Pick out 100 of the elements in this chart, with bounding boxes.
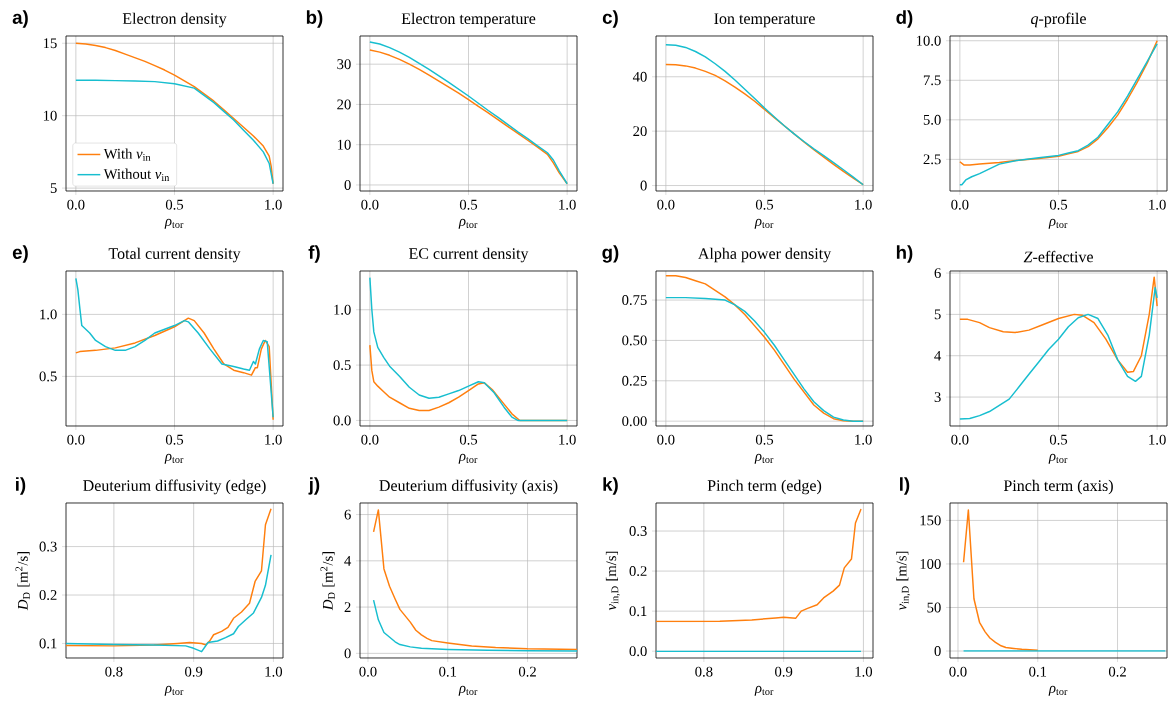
- x-tick-label: 0.0: [657, 434, 675, 445]
- y-tick-label: 50: [927, 602, 941, 613]
- y-tick-label: 5: [50, 183, 57, 193]
- y-axis-title: D$_{D}$ [m$^{2}$/s]: [15, 552, 30, 611]
- line-series: [75, 277, 274, 419]
- y-tick-label: 15: [43, 38, 57, 49]
- chart-title: Deuterium diffusivity (axis): [379, 479, 558, 495]
- text: c): [602, 10, 618, 28]
- x-tick-label: 0.9: [185, 666, 203, 677]
- y-tick-label: 0.00: [622, 416, 647, 427]
- y-tick-label: 20: [633, 126, 647, 137]
- x-axis-title: ρ$_{tor}$: [754, 685, 774, 696]
- x-tick-label: 1.0: [1149, 434, 1166, 445]
- y-tick-label: 150: [920, 515, 941, 526]
- x-axis-title: ρ$_{tor}$: [1048, 218, 1068, 229]
- x-tick-label: 0.0: [359, 666, 377, 677]
- x-tick-label: 0.0: [951, 434, 969, 445]
- x-tick-label: 0.0: [949, 666, 967, 677]
- chart-title: Total current density: [108, 247, 241, 263]
- line-series: [75, 79, 274, 185]
- y-tick-label: 10: [337, 139, 351, 150]
- x-tick-label: 1.0: [265, 199, 282, 210]
- y-tick-label: 6: [934, 268, 941, 278]
- x-tick-label: 0.8: [695, 666, 713, 677]
- chart-title: Deuterium diffusivity (edge): [83, 479, 266, 495]
- y-tick-label: 0.5: [333, 360, 351, 371]
- text: a): [12, 10, 28, 28]
- x-axis-title: ρ$_{tor}$: [164, 453, 184, 464]
- chart-title: Electron temperature: [401, 12, 536, 28]
- y-tick-label: 0.2: [39, 590, 57, 601]
- x-tick-label: 0.0: [951, 199, 969, 210]
- x-tick-label: 0.0: [361, 199, 379, 210]
- x-tick-label: 0.1: [1029, 666, 1047, 677]
- x-tick-label: 1.0: [855, 199, 872, 210]
- y-tick-label: 0: [640, 180, 647, 191]
- y-tick-label: 40: [632, 71, 647, 82]
- text: k): [603, 477, 618, 495]
- text: h): [896, 245, 913, 263]
- y-tick-label: 0.3: [629, 526, 647, 537]
- text: d): [896, 10, 913, 28]
- x-tick-label: 0.2: [518, 666, 536, 677]
- line-series: [962, 509, 1039, 651]
- x-axis-title: ρ$_{tor}$: [754, 218, 774, 229]
- y-axis-title: D$_{D}$ [m$^{2}$/s]: [320, 552, 335, 611]
- y-axis-title: v$_{in,D}$ [m/s]: [605, 551, 620, 611]
- y-tick-label: 100: [920, 559, 941, 569]
- x-tick-label: 0.5: [1049, 199, 1068, 210]
- line-series: [66, 508, 272, 647]
- y-tick-label: 0.0: [629, 646, 647, 657]
- x-axis-title: ρ$_{tor}$: [1048, 685, 1068, 696]
- line-series: [372, 509, 578, 651]
- x-tick-label: 1.0: [559, 199, 576, 210]
- chart-title: Pinch term (edge): [707, 479, 822, 495]
- y-tick-label: 0.5: [39, 371, 57, 382]
- text: i): [16, 477, 26, 495]
- chart-title: Alpha power density: [698, 247, 832, 263]
- x-tick-label: 0.5: [459, 434, 478, 445]
- y-tick-label: 0.1: [629, 606, 647, 617]
- chart-title: EC current density: [408, 247, 529, 263]
- y-tick-label: 0.1: [39, 638, 57, 649]
- text: j): [308, 477, 320, 495]
- line-series: [959, 276, 1158, 373]
- y-tick-label: 0: [344, 648, 351, 659]
- x-tick-label: 1.0: [265, 666, 283, 677]
- chart-title: q-profile: [1031, 12, 1086, 28]
- x-tick-label: 0.2: [1108, 666, 1126, 677]
- text: l): [900, 477, 910, 495]
- x-axis-title: ρ$_{tor}$: [164, 218, 184, 229]
- y-tick-label: 0: [344, 180, 351, 190]
- x-tick-label: 0.1: [439, 666, 457, 677]
- y-tick-label: 2.5: [923, 154, 941, 165]
- y-tick-label: 0.25: [622, 375, 647, 386]
- text: g): [602, 245, 619, 263]
- line-series: [959, 40, 1158, 166]
- y-tick-label: 10: [43, 110, 57, 121]
- text: f): [308, 245, 320, 263]
- x-tick-label: 1.0: [265, 434, 282, 445]
- x-tick-label: 0.0: [657, 199, 675, 210]
- y-tick-label: 4: [344, 556, 352, 566]
- y-tick-label: 4: [934, 350, 942, 361]
- x-tick-label: 0.5: [1049, 434, 1068, 445]
- y-tick-label: 30: [337, 59, 351, 70]
- text: e): [12, 245, 28, 263]
- x-tick-label: 1.0: [559, 434, 576, 445]
- line-series: [66, 554, 272, 653]
- y-tick-label: 0.50: [622, 335, 647, 346]
- y-tick-label: 0: [934, 646, 941, 656]
- y-tick-label: 0.2: [629, 566, 647, 577]
- y-tick-label: 2: [344, 602, 351, 612]
- x-tick-label: 0.5: [755, 434, 774, 445]
- x-axis-title: ρ$_{tor}$: [754, 453, 774, 464]
- y-tick-label: 0.0: [333, 415, 351, 426]
- line-series: [369, 276, 568, 422]
- y-tick-label: 0.3: [39, 541, 57, 552]
- y-tick-label: 10.0: [916, 35, 941, 46]
- x-tick-label: 1.0: [855, 434, 872, 445]
- y-tick-label: 7.5: [923, 75, 941, 86]
- legend-label: With v$_{in}$: [103, 148, 151, 161]
- legend-label: Without v$_{in}$: [103, 168, 170, 181]
- y-tick-label: 1.0: [334, 304, 351, 315]
